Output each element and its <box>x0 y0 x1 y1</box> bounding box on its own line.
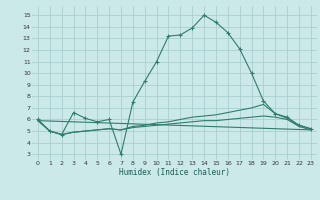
X-axis label: Humidex (Indice chaleur): Humidex (Indice chaleur) <box>119 168 230 177</box>
